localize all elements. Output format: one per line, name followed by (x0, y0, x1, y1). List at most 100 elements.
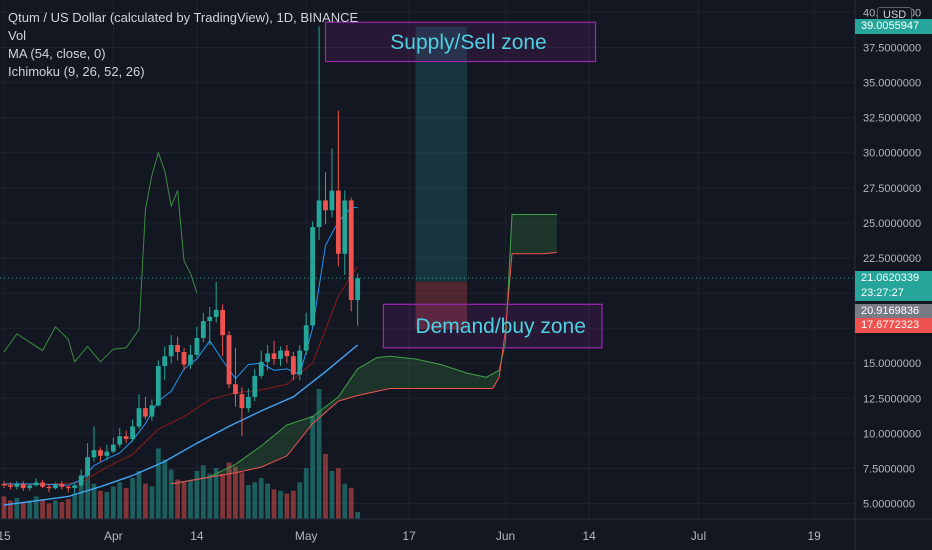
candle-body (130, 426, 135, 440)
candle-body (213, 309, 219, 317)
x-tick-label: 17 (402, 529, 416, 543)
volume-bar (27, 500, 33, 519)
candle-body (110, 444, 116, 452)
y-tick-label: 10.0000000 (863, 428, 921, 440)
indicator-ma[interactable]: MA (54, close, 0) (8, 46, 106, 61)
volume-bar (323, 454, 328, 519)
candle-body (53, 483, 58, 489)
x-tick-label: 14 (190, 529, 204, 543)
volume-bar (290, 490, 296, 519)
candle-body (194, 337, 200, 355)
candle-body (297, 350, 303, 375)
volume-bar (348, 487, 354, 519)
volume-bar (258, 478, 264, 519)
volume-bar (303, 468, 309, 519)
candle-body (91, 450, 97, 458)
y-tick-label: 32.5000000 (863, 113, 921, 125)
candle-body (65, 486, 71, 489)
volume-bar (40, 499, 45, 519)
y-tick-label: 25.0000000 (863, 218, 921, 230)
indicator-ichimoku[interactable]: Ichimoku (9, 26, 52, 26) (8, 64, 145, 79)
candle-body (27, 485, 33, 489)
x-tick-label: 15 (0, 529, 11, 543)
candles (1, 26, 361, 496)
tenkan-sen (4, 207, 358, 486)
candle-body (316, 200, 322, 228)
candle-body (14, 483, 20, 487)
stop-zone (415, 281, 467, 330)
candle-body (155, 366, 161, 406)
demand-zone: Demand/buy zone (382, 303, 603, 349)
candle-body (239, 394, 245, 409)
volume-bar (220, 473, 226, 519)
candle-body (226, 335, 232, 385)
volume-bar (316, 389, 322, 519)
price-tag: 20.9169836 (855, 303, 932, 319)
volume-bar (78, 482, 84, 519)
volume-bar (271, 489, 277, 519)
y-tick-label: 37.5000000 (863, 43, 921, 55)
candle-body (323, 200, 328, 211)
volume-bar (155, 448, 161, 519)
chikou-span (3, 151, 198, 363)
volume-bar (207, 473, 213, 519)
x-tick-label: 19 (808, 529, 822, 543)
volume-bar (149, 486, 155, 519)
candle-body (329, 190, 335, 211)
ichimoku-cloud (171, 214, 557, 484)
y-tick-label: 15.0000000 (863, 358, 921, 370)
price-tag: 21.0620339 (855, 270, 932, 286)
volume-bar (20, 502, 26, 519)
volume-bar (297, 482, 303, 519)
candle-body (78, 475, 84, 486)
candle-body (33, 482, 39, 486)
candle-body (348, 200, 354, 301)
indicator-volume[interactable]: Vol (8, 28, 27, 43)
volume-bar (85, 473, 90, 519)
volume-bar (33, 496, 39, 519)
volume-bar (104, 492, 110, 519)
candle-body (59, 483, 65, 487)
volume-bar (245, 485, 251, 519)
volume-bar (168, 469, 174, 519)
volume-bar (239, 472, 245, 519)
volume-bar (265, 483, 271, 519)
candle-body (355, 278, 361, 301)
volume-bar (72, 493, 78, 519)
volume-series (1, 389, 361, 519)
zone-box (382, 303, 603, 349)
candle-body (335, 190, 341, 254)
volume-bar (233, 466, 238, 519)
volume-bar (200, 465, 206, 519)
volume-bar (329, 470, 335, 519)
y-tick-label: 7.5000000 (863, 463, 915, 475)
volume-bar (252, 482, 258, 519)
volume-bar (46, 503, 52, 519)
senkou-span-b (171, 251, 558, 485)
volume-bar (188, 480, 193, 519)
candle-body (265, 353, 271, 362)
x-tick-label: Jun (496, 529, 515, 543)
x-tick-label: May (295, 529, 318, 543)
volume-bar (110, 486, 116, 519)
volume-bar (8, 500, 13, 519)
price-tag: 39.0055947 (855, 18, 932, 34)
candle-body (310, 227, 316, 326)
candle-body (207, 316, 213, 322)
x-tick-label: Apr (104, 529, 123, 543)
volume-bar (59, 502, 65, 519)
ma54-line (3, 344, 359, 506)
price-tag: 17.6772323 (855, 318, 932, 334)
candle-body (278, 350, 283, 360)
candle-body (123, 436, 129, 440)
volume-bar (53, 500, 58, 519)
target-zone (415, 26, 467, 282)
candle-body (98, 450, 103, 456)
candle-body (136, 408, 142, 427)
symbol-title[interactable]: Qtum / US Dollar (calculated by TradingV… (8, 10, 359, 25)
volume-bar (123, 487, 129, 519)
volume-bar (14, 497, 20, 519)
volume-bar (342, 483, 348, 519)
